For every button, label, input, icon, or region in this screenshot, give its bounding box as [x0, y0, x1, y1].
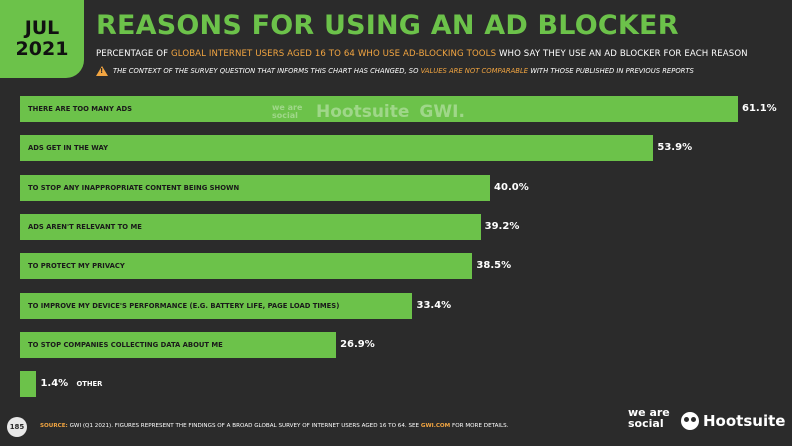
bar-category-label: TO PROTECT MY PRIVACY	[28, 262, 125, 270]
page-title: REASONS FOR USING AN AD BLOCKER	[96, 10, 679, 41]
bar	[20, 293, 413, 319]
bar	[20, 96, 738, 122]
bar	[20, 175, 491, 201]
watermark-brand-hootsuite: Hootsuite	[316, 102, 410, 122]
bar	[20, 332, 337, 358]
bar-value-label: 26.9%	[340, 339, 375, 350]
subtitle-highlight: GLOBAL INTERNET USERS AGED 16 TO 64 WHO …	[170, 49, 497, 59]
context-note: THE CONTEXT OF THE SURVEY QUESTION THAT …	[96, 66, 694, 76]
source-link[interactable]: GWI.COM	[420, 423, 451, 429]
source-text: GWI (Q1 2021). FIGURES REPRESENT THE FIN…	[67, 423, 421, 429]
bar-value-label: 39.2%	[484, 221, 520, 232]
source-note: SOURCE: GWI (Q1 2021). FIGURES REPRESENT…	[40, 423, 509, 429]
bar-value-label: 61.1%	[742, 103, 777, 114]
date-year: 2021	[15, 38, 69, 60]
source-post: FOR MORE DETAILS.	[450, 423, 509, 429]
bar-category-label: OTHER	[76, 380, 103, 388]
bar-category-label: TO STOP COMPANIES COLLECTING DATA ABOUT …	[28, 341, 223, 349]
subtitle-post: WHO SAY THEY USE AN AD BLOCKER FOR EACH …	[496, 49, 748, 59]
bar-category-label: TO IMPROVE MY DEVICE'S PERFORMANCE (E.G.…	[28, 302, 340, 310]
owl-icon	[681, 412, 699, 430]
bar	[20, 253, 473, 279]
bar-value-label: 53.9%	[657, 142, 693, 153]
brand-hootsuite: Hootsuite	[681, 412, 785, 430]
note-pre: THE CONTEXT OF THE SURVEY QUESTION THAT …	[113, 67, 421, 75]
page-number: 185	[7, 417, 27, 437]
brand-we-are-social: we are social	[628, 406, 670, 430]
bar-category-label: THERE ARE TOO MANY ADS	[28, 105, 133, 113]
source-label: SOURCE:	[40, 423, 68, 429]
bar-value-label: 40.0%	[494, 182, 529, 193]
bar-category-label: ADS AREN'T RELEVANT TO ME	[28, 223, 142, 231]
bar	[20, 214, 481, 240]
date-month: JUL	[24, 17, 60, 39]
bar	[20, 135, 654, 161]
subtitle-pre: PERCENTAGE OF	[96, 49, 171, 59]
date-badge: JUL 2021	[0, 0, 84, 78]
note-highlight: VALUES ARE NOT COMPARABLE	[420, 67, 529, 75]
note-post: WITH THOSE PUBLISHED IN PREVIOUS REPORTS	[528, 67, 694, 75]
bar-category-label: TO STOP ANY INAPPROPRIATE CONTENT BEING …	[28, 184, 240, 192]
bar-value-label: 38.5%	[476, 260, 512, 271]
bar-value-label: 33.4%	[416, 300, 452, 311]
warning-icon	[96, 66, 108, 76]
brand-hootsuite-text: Hootsuite	[703, 412, 786, 430]
watermark-brand-was: we are social	[272, 103, 303, 120]
bar	[20, 371, 37, 397]
watermark-brand-gwi: GWI.	[419, 102, 465, 122]
bar-category-label: ADS GET IN THE WAY	[28, 144, 109, 152]
watermark: we are social Hootsuite GWI.	[272, 102, 465, 122]
bar-value-label: 1.4%	[40, 378, 69, 389]
subtitle: PERCENTAGE OF GLOBAL INTERNET USERS AGED…	[96, 49, 748, 59]
